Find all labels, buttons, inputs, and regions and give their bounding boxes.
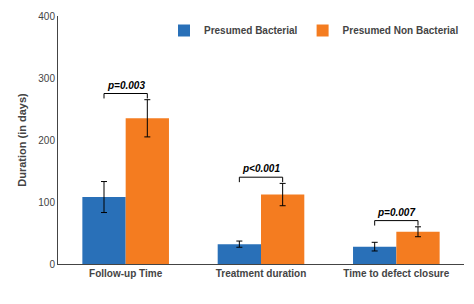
svg-text:p=0.003: p=0.003: [107, 80, 145, 91]
svg-text:Time to defect closure: Time to defect closure: [343, 268, 449, 279]
svg-text:300: 300: [38, 73, 55, 84]
svg-text:Follow-up Time: Follow-up Time: [89, 268, 163, 279]
svg-text:100: 100: [38, 197, 55, 208]
svg-text:p=0.007: p=0.007: [377, 207, 415, 218]
svg-text:Presumed Bacterial: Presumed Bacterial: [204, 25, 298, 36]
svg-text:400: 400: [38, 11, 55, 22]
svg-text:200: 200: [38, 135, 55, 146]
svg-text:p<0.001: p<0.001: [242, 163, 280, 174]
svg-text:Presumed Non Bacterial: Presumed Non Bacterial: [343, 25, 459, 36]
svg-text:0: 0: [49, 259, 55, 270]
svg-text:Treatment duration: Treatment duration: [216, 268, 307, 279]
svg-text:Duration (in days): Duration (in days): [16, 93, 28, 187]
